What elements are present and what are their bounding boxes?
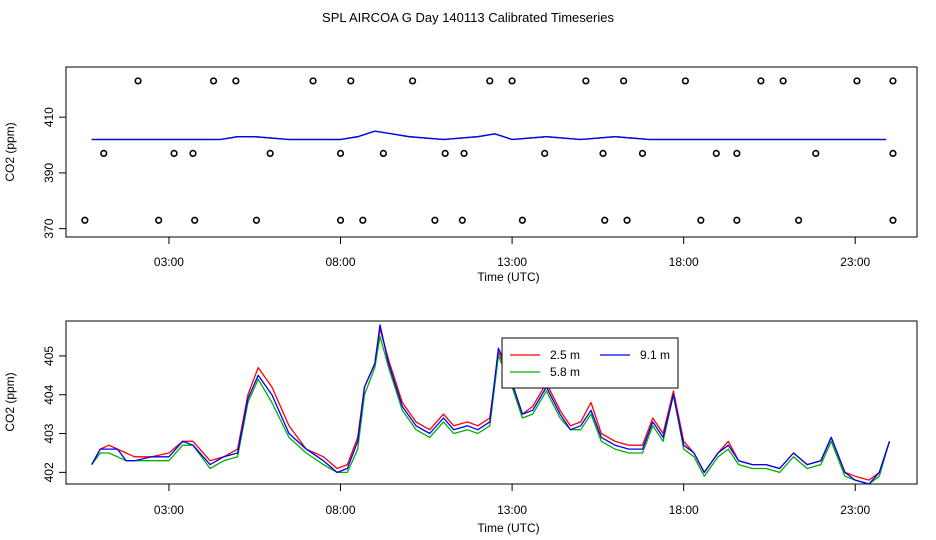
marker-point <box>431 216 439 224</box>
plot-area <box>81 77 897 224</box>
x-tick-label: 13:00 <box>497 255 527 269</box>
marker-point <box>681 77 689 85</box>
marker-point <box>623 216 631 224</box>
legend: 2.5 m 9.1 m 5.8 m <box>501 337 679 389</box>
legend-label: 2.5 m <box>550 348 580 362</box>
chart-title: SPL AIRCOA G Day 140113 Calibrated Times… <box>322 10 614 25</box>
marker-point <box>209 77 218 85</box>
x-tick-label: 23:00 <box>840 255 870 269</box>
marker-point <box>189 149 197 157</box>
marker-point <box>309 77 317 85</box>
marker-point <box>100 149 108 157</box>
y-tick-label: 405 <box>42 346 56 366</box>
marker-point <box>889 149 897 157</box>
marker-point <box>733 216 741 224</box>
marker-point <box>508 77 516 85</box>
x-axis-label: Time (UTC) <box>477 521 539 535</box>
marker-point <box>638 149 647 157</box>
marker-point <box>712 149 720 157</box>
marker-point <box>601 216 609 224</box>
marker-point <box>155 216 163 224</box>
plot-area <box>91 324 891 484</box>
x-tick-label: 08:00 <box>326 503 356 517</box>
x-tick-label: 18:00 <box>669 503 699 517</box>
series-line-91m <box>91 324 891 484</box>
marker-point <box>518 216 526 224</box>
marker-point <box>889 77 897 85</box>
top-panel: 03:00 08:00 13:00 18:00 23:00 370 390 410 Time (… <box>3 66 918 284</box>
marker-point <box>266 149 274 157</box>
y-tick-label: 410 <box>42 107 56 127</box>
series-line-91m <box>91 130 887 141</box>
x-tick-label: 18:00 <box>669 255 699 269</box>
plot-frame <box>65 66 918 238</box>
marker-point <box>336 216 345 224</box>
x-tick-label: 13:00 <box>497 503 527 517</box>
marker-point <box>779 77 787 85</box>
marker-point <box>408 77 417 85</box>
legend-label: 9.1 m <box>640 348 670 362</box>
x-tick-label: 23:00 <box>840 503 870 517</box>
marker-point <box>191 216 199 224</box>
marker-point <box>252 216 261 224</box>
marker-point <box>541 149 549 157</box>
marker-point <box>599 149 607 157</box>
marker-point <box>460 149 468 157</box>
marker-point <box>733 149 741 157</box>
marker-point <box>379 149 388 157</box>
x-tick-label: 03:00 <box>154 255 184 269</box>
bottom-panel: 03:00 08:00 13:00 18:00 23:00 402 403 404 405 Tim… <box>3 320 918 535</box>
marker-point <box>582 77 590 85</box>
y-axis-label: CO2 (ppm) <box>3 122 17 181</box>
legend-box <box>501 337 679 389</box>
legend-label: 5.8 m <box>550 365 580 379</box>
marker-point <box>853 77 861 85</box>
marker-point <box>336 149 345 157</box>
y-tick-label: 404 <box>42 384 56 404</box>
marker-point <box>620 77 628 85</box>
x-axis-label: Time (UTC) <box>477 270 539 284</box>
marker-point <box>232 77 240 85</box>
marker-point <box>441 149 449 157</box>
marker-point <box>134 77 142 85</box>
y-axis-label: CO2 (ppm) <box>3 372 17 431</box>
marker-point <box>812 149 820 157</box>
marker-point <box>795 216 803 224</box>
marker-point <box>359 216 367 224</box>
marker-point <box>170 149 178 157</box>
marker-point <box>347 77 355 85</box>
series-line-58m <box>91 335 891 484</box>
marker-point <box>81 216 89 224</box>
y-tick-label: 390 <box>42 163 56 183</box>
series-line-25m <box>91 328 891 481</box>
marker-point <box>697 216 705 224</box>
marker-point <box>757 77 765 85</box>
y-tick-label: 403 <box>42 423 56 443</box>
x-tick-label: 03:00 <box>154 503 184 517</box>
y-tick-label: 402 <box>42 462 56 482</box>
x-tick-label: 08:00 <box>326 255 356 269</box>
marker-point <box>486 77 494 85</box>
y-tick-label: 370 <box>42 218 56 238</box>
marker-point <box>458 216 466 224</box>
marker-point <box>889 216 897 224</box>
plot-frame <box>65 320 918 485</box>
